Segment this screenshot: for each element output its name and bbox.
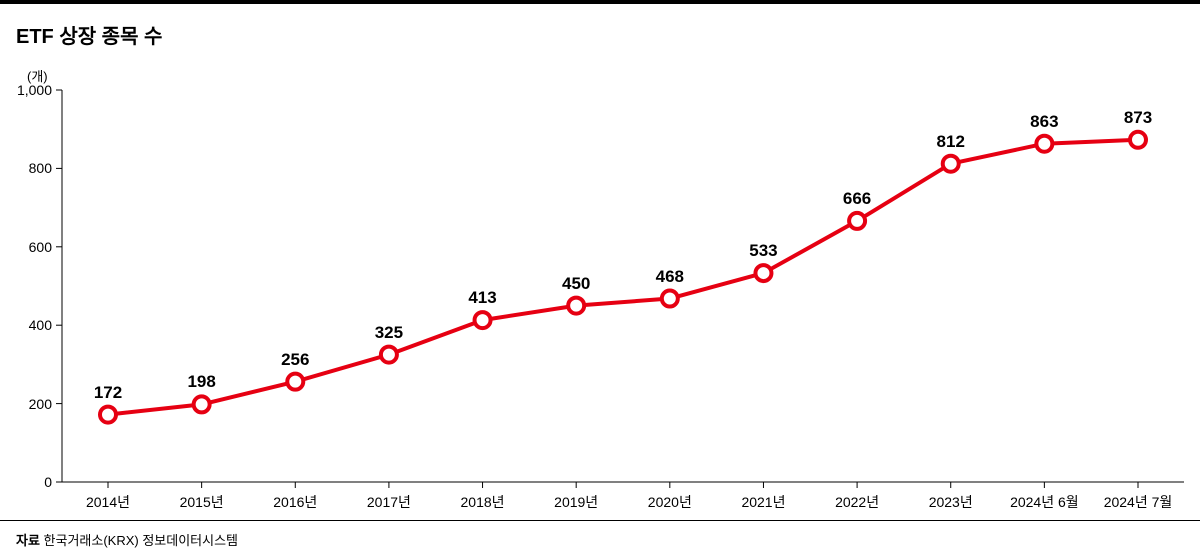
chart-container: ETF 상장 종목 수 (개) 02004006008001,000 2014년… xyxy=(0,0,1200,553)
x-tick-label: 2019년 xyxy=(554,492,598,512)
data-point-label: 413 xyxy=(468,288,496,308)
x-tick-label: 2023년 xyxy=(929,492,973,512)
data-point-label: 533 xyxy=(749,241,777,261)
top-rule xyxy=(0,0,1200,4)
data-point-label: 873 xyxy=(1124,108,1152,128)
x-tick-label: 2018년 xyxy=(461,492,505,512)
x-tick-label: 2022년 xyxy=(835,492,879,512)
data-point-label: 863 xyxy=(1030,112,1058,132)
x-tick-label: 2021년 xyxy=(741,492,785,512)
y-tick-label: 0 xyxy=(0,474,52,490)
x-tick-label: 2014년 xyxy=(86,492,130,512)
x-tick-label: 2015년 xyxy=(180,492,224,512)
line-chart-plot xyxy=(62,90,1184,482)
data-point-label: 172 xyxy=(94,383,122,403)
source-line: 자료 한국거래소(KRX) 정보데이터시스템 xyxy=(16,530,238,549)
y-tick-label: 200 xyxy=(0,396,52,412)
y-tick-label: 800 xyxy=(0,160,52,176)
data-point-label: 256 xyxy=(281,350,309,370)
x-tick-label: 2017년 xyxy=(367,492,411,512)
source-prefix: 자료 xyxy=(16,533,40,548)
x-tick-label: 2024년 6월 xyxy=(1010,492,1079,512)
bottom-rule xyxy=(0,520,1200,521)
y-tick-label: 600 xyxy=(0,239,52,255)
data-point-label: 198 xyxy=(187,372,215,392)
source-text: 한국거래소(KRX) 정보데이터시스템 xyxy=(40,533,238,548)
y-tick-label: 400 xyxy=(0,317,52,333)
x-tick-label: 2020년 xyxy=(648,492,692,512)
x-tick-label: 2016년 xyxy=(273,492,317,512)
data-point-label: 450 xyxy=(562,274,590,294)
data-point-label: 468 xyxy=(656,267,684,287)
chart-title: ETF 상장 종목 수 xyxy=(16,20,162,49)
line-chart-svg xyxy=(62,90,1184,482)
data-point-label: 666 xyxy=(843,189,871,209)
x-tick-label: 2024년 7월 xyxy=(1104,492,1173,512)
y-tick-label: 1,000 xyxy=(0,82,52,98)
data-point-label: 812 xyxy=(937,132,965,152)
data-point-label: 325 xyxy=(375,323,403,343)
